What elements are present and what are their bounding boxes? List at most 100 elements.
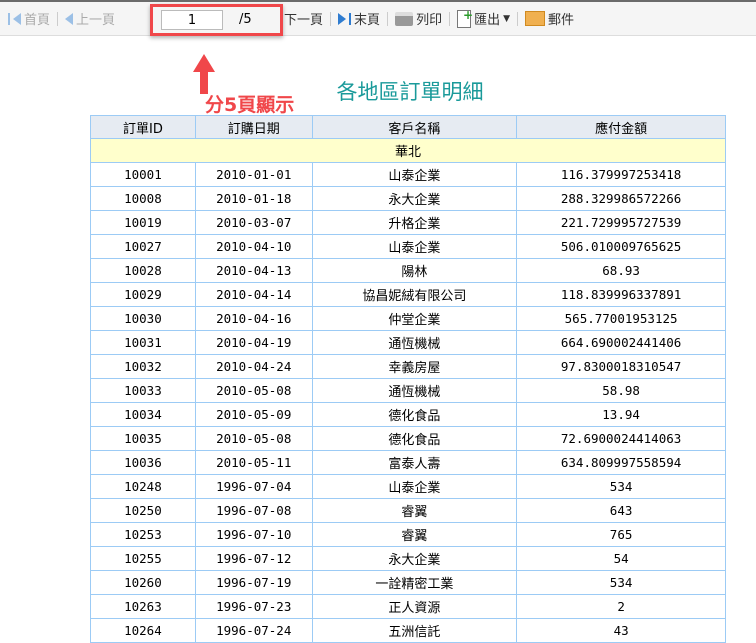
table-row: 10030 2010-04-16 仲堂企業 565.77001953125 [90,306,726,331]
order-date-cell: 1996-07-10 [194,522,313,547]
order-id-cell: 10035 [90,426,196,451]
table-row: 10035 2010-05-08 德化食品 72.6900024414063 [90,426,726,451]
table-row: 10250 1996-07-08 睿翼 643 [90,498,726,523]
amount-cell: 221.729995727539 [516,210,726,235]
orders-table: 訂單ID 訂購日期 客戶名稱 應付金額 華北 10001 2010-01-01 山泰… [90,115,726,643]
table-row: 10008 2010-01-18 永大企業 288.329986572266 [90,186,726,211]
last-page-icon [338,12,347,25]
customer-name-cell: 一詮精密工業 [311,570,518,595]
customer-name-cell: 通恆機械 [311,378,518,403]
table-row: 10031 2010-04-19 通恆機械 664.690002441406 [90,330,726,355]
amount-cell: 97.8300018310547 [516,354,726,379]
table-row: 10264 1996-07-24 五洲信託 43 [90,618,726,643]
group-row: 華北 [90,138,726,163]
divider [449,11,451,26]
order-date-cell: 2010-05-08 [194,426,313,451]
order-date-cell: 2010-04-19 [194,330,313,355]
order-id-cell: 10255 [90,546,196,571]
customer-name-cell: 協昌妮絨有限公司 [311,282,518,307]
customer-name-cell: 五洲信託 [311,618,518,643]
amount-cell: 68.93 [516,258,726,283]
table-row: 10032 2010-04-24 幸義房屋 97.8300018310547 [90,354,726,379]
customer-name-cell: 正人資源 [311,594,518,619]
customer-name-cell: 富泰人壽 [311,450,518,475]
customer-name-cell: 德化食品 [311,402,518,427]
order-id-cell: 10029 [90,282,196,307]
first-page-label: 首頁 [24,13,51,28]
amount-cell: 765 [516,522,726,547]
order-date-cell: 2010-05-09 [194,402,313,427]
order-date-cell: 2010-04-16 [194,306,313,331]
customer-name-cell: 陽林 [311,258,518,283]
customer-name-cell: 升格企業 [311,210,518,235]
order-date-cell: 2010-03-07 [194,210,313,235]
table-row: 10029 2010-04-14 協昌妮絨有限公司 118.839996337891 [90,282,726,307]
order-date-cell: 2010-05-11 [194,450,313,475]
order-date-cell: 2010-04-10 [194,234,313,259]
amount-cell: 664.690002441406 [516,330,726,355]
customer-name-cell: 幸義房屋 [311,354,518,379]
amount-cell: 534 [516,474,726,499]
divider [57,11,59,26]
order-date-cell: 1996-07-24 [194,618,313,643]
amount-cell: 58.98 [516,378,726,403]
order-date-cell: 2010-04-14 [194,282,313,307]
printer-icon [395,11,414,26]
order-id-cell: 10034 [90,402,196,427]
print-button[interactable]: 列印 [391,9,446,28]
order-id-cell: 10008 [90,186,196,211]
amount-cell: 13.94 [516,402,726,427]
customer-name-cell: 德化食品 [311,426,518,451]
table-row: 10248 1996-07-04 山泰企業 534 [90,474,726,499]
customer-name-cell: 山泰企業 [311,234,518,259]
export-label: 匯出 [474,13,501,28]
order-date-cell: 1996-07-19 [194,570,313,595]
order-id-cell: 10036 [90,450,196,475]
customer-name-cell: 山泰企業 [311,162,518,187]
order-id-cell: 10031 [90,330,196,355]
column-header: 訂單ID [90,115,196,139]
mail-label: 郵件 [548,13,575,28]
first-page-button[interactable]: 首頁 [4,9,54,28]
table-row: 10033 2010-05-08 通恆機械 58.98 [90,378,726,403]
table-row: 10034 2010-05-09 德化食品 13.94 [90,402,726,427]
order-id-cell: 10001 [90,162,196,187]
table-row: 10028 2010-04-13 陽林 68.93 [90,258,726,283]
order-date-cell: 1996-07-08 [194,498,313,523]
table-row: 10263 1996-07-23 正人資源 2 [90,594,726,619]
amount-cell: 2 [516,594,726,619]
prev-page-button[interactable]: 上一頁 [61,9,119,28]
export-icon: + [457,9,473,28]
order-date-cell: 2010-04-24 [194,354,313,379]
order-date-cell: 2010-01-18 [194,186,313,211]
red-arrow-up-icon [193,54,215,94]
first-page-icon [8,12,10,25]
table-row: 10253 1996-07-10 睿翼 765 [90,522,726,547]
order-date-cell: 2010-01-01 [194,162,313,187]
next-page-label: 下一頁 [284,13,324,28]
page-number-input[interactable] [161,10,223,30]
order-id-cell: 10032 [90,354,196,379]
column-header: 訂購日期 [194,115,313,139]
mail-icon [525,11,546,26]
print-label: 列印 [416,13,443,28]
annotation-text: 分5頁顯示 [205,94,295,116]
column-header: 客戶名稱 [311,115,518,139]
customer-name-cell: 山泰企業 [311,474,518,499]
order-id-cell: 10027 [90,234,196,259]
export-button[interactable]: + 匯出 ▼ [453,9,514,28]
order-id-cell: 10033 [90,378,196,403]
group-label: 華北 [90,138,726,163]
customer-name-cell: 睿翼 [311,498,518,523]
order-id-cell: 10264 [90,618,196,643]
mail-button[interactable]: 郵件 [521,9,578,28]
amount-cell: 634.809997558594 [516,450,726,475]
table-row: 10036 2010-05-11 富泰人壽 634.809997558594 [90,450,726,475]
customer-name-cell: 永大企業 [311,546,518,571]
table-row: 10027 2010-04-10 山泰企業 506.010009765625 [90,234,726,259]
column-header: 應付金額 [516,115,726,139]
prev-page-label: 上一頁 [76,13,116,28]
last-page-button[interactable]: 末頁 [334,9,384,28]
order-date-cell: 2010-05-08 [194,378,313,403]
dropdown-caret-icon: ▼ [503,13,511,24]
